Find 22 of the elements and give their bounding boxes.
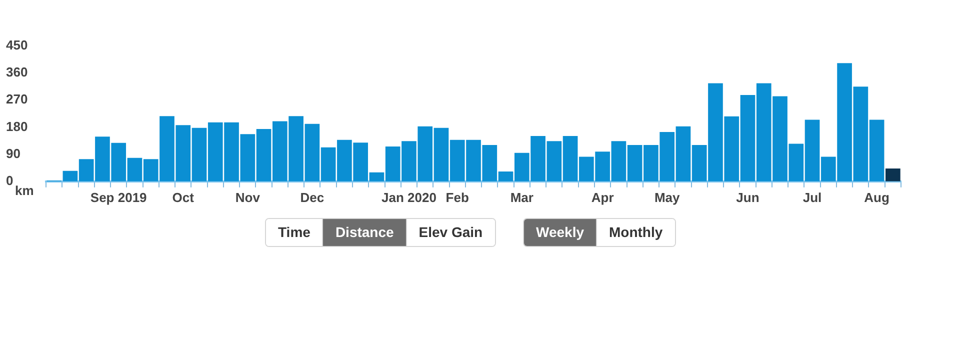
- x-tick-label: Nov: [235, 190, 261, 205]
- y-tick-label: 270: [6, 92, 28, 107]
- toggle-group: Weekly Monthly: [523, 218, 676, 247]
- bar: [886, 168, 900, 182]
- x-tick-label: Feb: [446, 190, 469, 205]
- x-tick-label: Oct: [172, 190, 195, 205]
- x-tick-label: Jul: [802, 190, 822, 205]
- y-tick-label: 180: [6, 118, 28, 134]
- toggle-group: Time Distance Elev Gain: [265, 218, 496, 247]
- y-axis-title: km: [15, 182, 34, 198]
- x-tick-label: Jun: [736, 190, 760, 205]
- x-tick-label: Jan 2020: [382, 190, 436, 205]
- x-tick-label: May: [654, 190, 680, 205]
- y-tick-label: 0: [6, 172, 14, 188]
- x-tick-label: Apr: [591, 190, 614, 205]
- y-tick-label: 360: [6, 64, 28, 80]
- x-tick-label: Mar: [510, 190, 534, 205]
- x-tick-label: Sep 2019: [90, 190, 147, 205]
- y-tick-label: 450: [6, 38, 28, 53]
- x-tick-label: Dec: [300, 190, 324, 205]
- x-tick-label: Aug: [864, 190, 890, 205]
- y-tick-label: 90: [6, 146, 20, 161]
